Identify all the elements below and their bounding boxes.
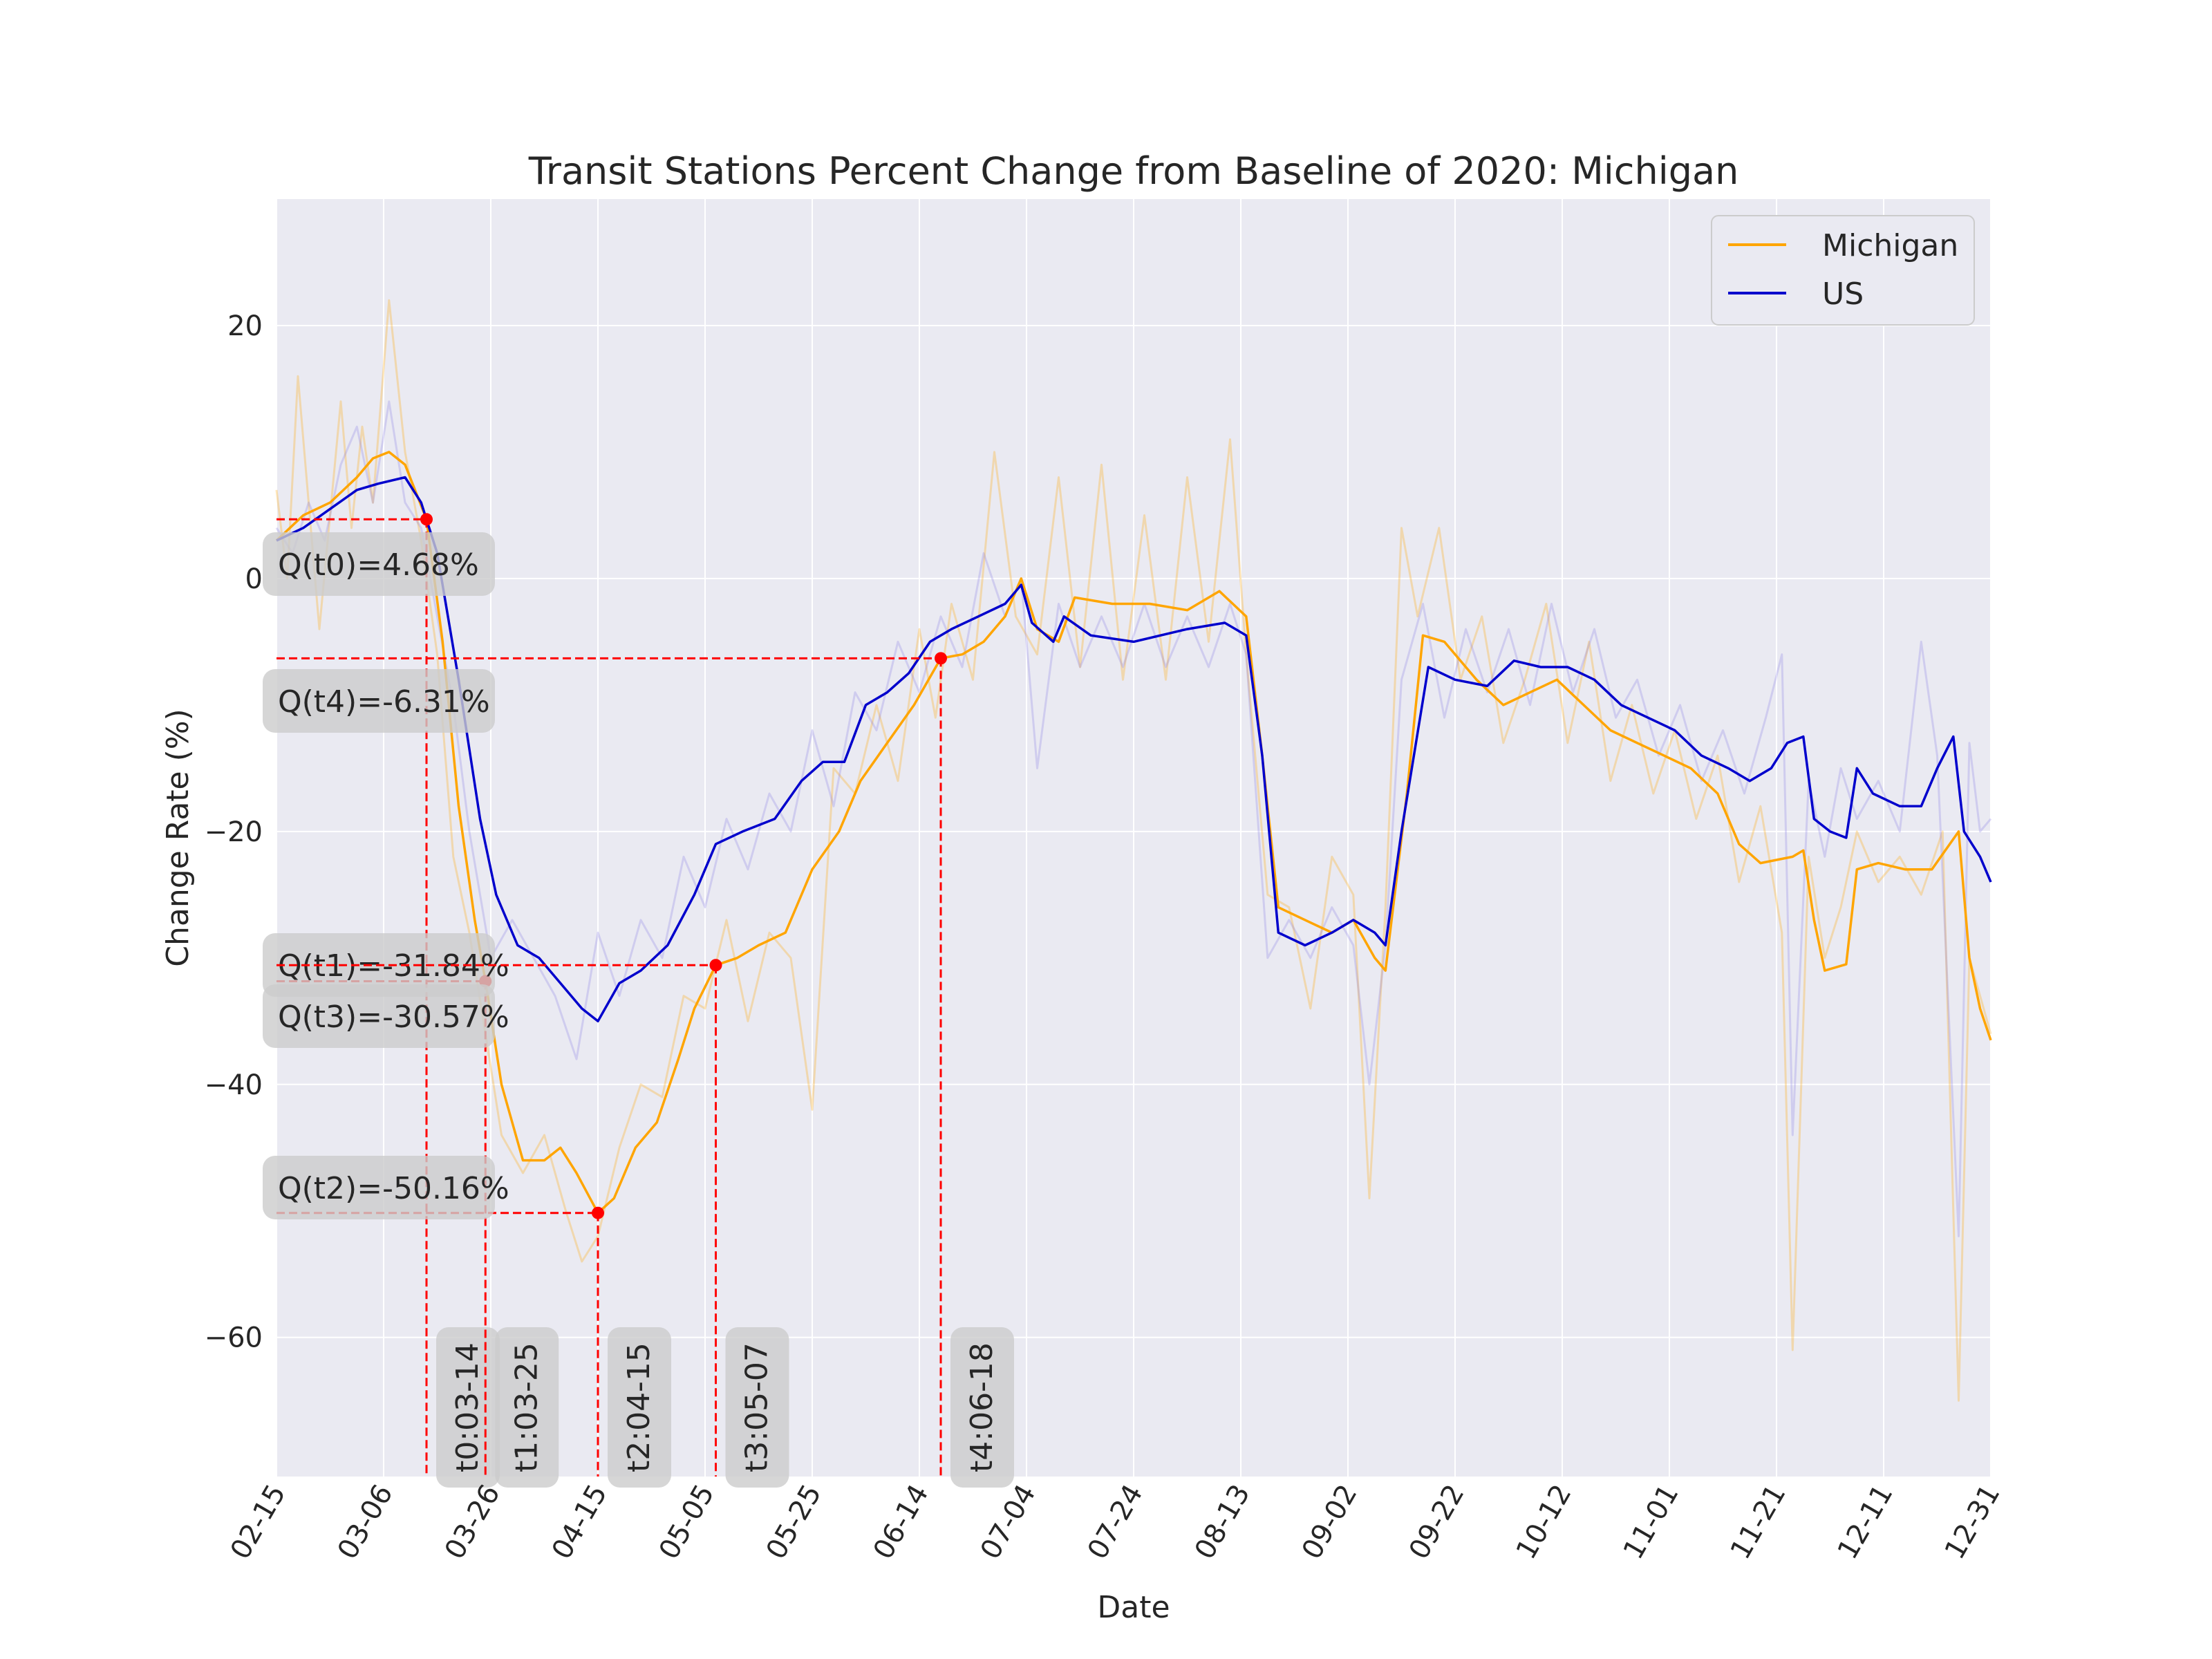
y-tick-label: 20 bbox=[227, 310, 263, 342]
t-label-box-t4 bbox=[950, 1327, 1014, 1488]
x-tick-label: 09-02 bbox=[1296, 1479, 1364, 1565]
x-tick-labels: 02-15 03-06 03-26 04-15 05-05 05-25 06-14 07-04… bbox=[225, 1479, 2007, 1565]
q-label-box-t4 bbox=[263, 669, 495, 733]
marker-t3 bbox=[709, 959, 722, 972]
t-label-box-t0 bbox=[436, 1327, 500, 1488]
q-label-t4: Q(t4)=-6.31% bbox=[278, 684, 490, 720]
t-label-box-t2 bbox=[608, 1327, 671, 1488]
t-label-t4: t4:06-18 bbox=[964, 1342, 1000, 1472]
x-tick-label: 05-25 bbox=[760, 1479, 828, 1565]
y-tick-label: −40 bbox=[205, 1069, 263, 1101]
x-tick-label: 09-22 bbox=[1403, 1479, 1471, 1565]
t-label-t1: t1:03-25 bbox=[509, 1342, 544, 1472]
x-tick-label: 12-11 bbox=[1832, 1479, 1900, 1565]
x-tick-label: 04-15 bbox=[546, 1479, 614, 1565]
t-label-t0: t0:03-14 bbox=[450, 1342, 485, 1472]
x-tick-label: 11-01 bbox=[1618, 1479, 1685, 1565]
t-label-t3: t3:05-07 bbox=[740, 1342, 775, 1472]
marker-t4 bbox=[935, 652, 947, 665]
t-label-t2: t2:04-15 bbox=[621, 1342, 657, 1472]
x-tick-label: 07-04 bbox=[975, 1479, 1042, 1565]
q-label-box-t3 bbox=[263, 984, 495, 1048]
x-tick-label: 06-14 bbox=[868, 1479, 935, 1565]
y-tick-label: 0 bbox=[245, 563, 263, 595]
q-label-t2: Q(t2)=-50.16% bbox=[278, 1171, 509, 1206]
x-axis-label: Date bbox=[1097, 1590, 1170, 1625]
marker-t0 bbox=[420, 513, 433, 526]
legend-michigan-label: Michigan bbox=[1822, 228, 1958, 263]
y-tick-labels: 20 0 −20 −40 −60 bbox=[205, 310, 263, 1354]
y-tick-label: −60 bbox=[205, 1322, 263, 1354]
x-tick-label: 12-31 bbox=[1939, 1479, 2007, 1565]
grid bbox=[276, 199, 1991, 1477]
x-tick-label: 03-06 bbox=[332, 1479, 400, 1565]
x-tick-label: 03-26 bbox=[439, 1479, 507, 1565]
legend-box bbox=[1711, 215, 1975, 326]
x-tick-label: 10-12 bbox=[1510, 1479, 1578, 1565]
x-tick-label: 07-24 bbox=[1082, 1479, 1150, 1565]
x-tick-label: 11-21 bbox=[1725, 1479, 1792, 1565]
smoothed-lines bbox=[275, 451, 1992, 1215]
annotations: Q(t0)=4.68%t0:03-14Q(t1)=-31.84%t1:03-25… bbox=[263, 513, 1014, 1488]
legend-us-label: US bbox=[1822, 276, 1864, 312]
q-label-t3: Q(t3)=-30.57% bbox=[278, 1000, 509, 1035]
chart-title: Transit Stations Percent Change from Bas… bbox=[528, 149, 1739, 193]
x-tick-label: 05-05 bbox=[653, 1479, 721, 1565]
t-label-box-t3 bbox=[725, 1327, 789, 1488]
y-axis-label: Change Rate (%) bbox=[160, 709, 196, 966]
y-tick-label: −20 bbox=[205, 816, 263, 848]
legend: Michigan US bbox=[1711, 215, 1975, 326]
t-label-box-t1 bbox=[495, 1327, 559, 1488]
x-tick-label: 02-15 bbox=[225, 1479, 292, 1565]
michigan-line bbox=[275, 451, 1992, 1215]
us-line bbox=[276, 476, 1992, 1023]
q-label-box-t2 bbox=[263, 1156, 495, 1219]
q-label-t0: Q(t0)=4.68% bbox=[278, 547, 479, 583]
marker-t2 bbox=[592, 1206, 604, 1219]
x-tick-label: 08-13 bbox=[1189, 1479, 1257, 1565]
q-label-box-t0 bbox=[263, 532, 495, 596]
